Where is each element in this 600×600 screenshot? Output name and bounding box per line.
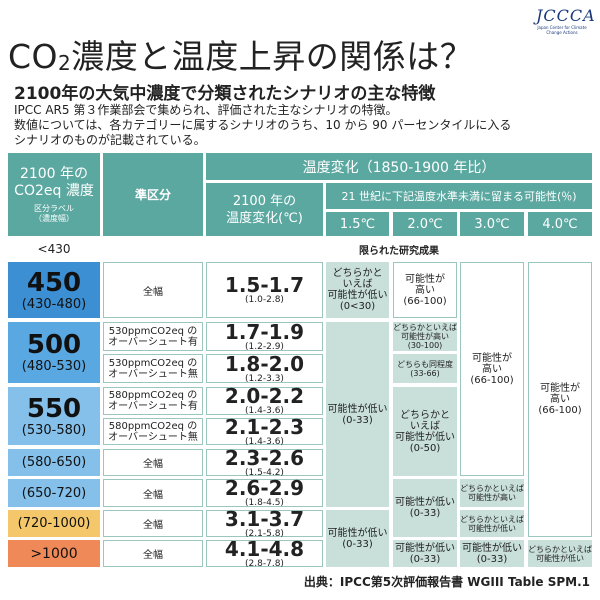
subcat-580-no-overshoot: 580ppmCO2eq のオーバーシュート無 xyxy=(103,418,203,445)
header-subcategory: 準区分 xyxy=(103,153,203,236)
prob-4-0-450-1000: 可能性が 高い (66-100) xyxy=(528,262,592,537)
temp-change-720: 3.1-3.7 (2.1-5.8) xyxy=(206,509,323,539)
temp-change-650: 2.6-2.9 (1.8-4.5) xyxy=(206,478,323,508)
category-500: 500 (480-530) xyxy=(8,322,100,383)
source-citation: 出典：IPCC第5次評価報告書 WGIII Table SPM.1 xyxy=(303,575,590,589)
subcat-650-720: 全幅 xyxy=(103,479,203,507)
temp-change-1000: 4.1-4.8 (2.8-7.8) xyxy=(206,539,323,569)
prob-1-5-450: どちらかと いえば 可能性が低い (0<30) xyxy=(326,262,389,318)
jccca-logo: JCCCA Japan Center for Climate Change Ac… xyxy=(536,6,596,35)
prob-2-0-550-580: どちらかと いえば 可能性が低い (0-50) xyxy=(393,387,457,476)
subcat-530-no-overshoot: 530ppmCO2eq のオーバーシュート無 xyxy=(103,354,203,383)
prob-3-0-650-720: どちらかといえば 可能性が高い xyxy=(460,479,524,507)
category-650: (650-720) xyxy=(8,479,100,507)
prob-3-0-720-1000: どちらかといえば 可能性が低い xyxy=(460,510,524,537)
subcat-720-1000: 全幅 xyxy=(103,510,203,537)
header-3-0: 3.0℃ xyxy=(460,212,524,236)
prob-2-0-650-720: 可能性が低い (0-33) xyxy=(393,479,457,537)
subcat-580-overshoot: 580ppmCO2eq のオーバーシュート有 xyxy=(103,387,203,415)
prob-3-0-1000: 可能性が低い (0-33) xyxy=(460,540,524,567)
category-580: (580-650) xyxy=(8,449,100,476)
category-1000: >1000 xyxy=(8,540,100,567)
temp-change-580: 2.3-2.6 (1.5-4.2) xyxy=(206,448,323,478)
prob-2-0-500b: どちらも同程度 (33-66) xyxy=(393,354,457,383)
header-2-0: 2.0℃ xyxy=(393,212,457,236)
header-4-0: 4.0℃ xyxy=(528,212,592,236)
category-550: 550 (530-580) xyxy=(8,387,100,445)
header-1-5: 1.5℃ xyxy=(326,212,389,236)
prob-1-5-500-650: 可能性が低い (0-33) xyxy=(326,322,389,507)
subcat-530-overshoot: 530ppmCO2eq のオーバーシュート有 xyxy=(103,322,203,351)
subcat-1000: 全幅 xyxy=(103,540,203,567)
prob-2-0-450: 可能性が 高い (66-100) xyxy=(393,262,457,318)
temp-change-500b: 1.8-2.0 (1.2-3.3) xyxy=(206,354,323,384)
header-probability: 21 世紀に下記温度水準未満に留まる可能性(％) xyxy=(326,183,592,209)
category-450: 450 (430-480) xyxy=(8,262,100,318)
temp-change-550a: 2.0-2.2 (1.4-3.6) xyxy=(206,386,323,416)
prob-2-0-1000: 可能性が低い (0-33) xyxy=(393,540,457,567)
subcat-580-650: 全幅 xyxy=(103,449,203,476)
category-720: (720-1000) xyxy=(8,510,100,537)
temp-change-550b: 2.1-2.3 (1.4-3.6) xyxy=(206,417,323,447)
temp-change-450: 1.5-1.7 (1.0-2.8) xyxy=(206,262,323,318)
temp-change-500a: 1.7-1.9 (1.2-2.9) xyxy=(206,322,323,352)
prob-3-0-450-650: 可能性が 高い (66-100) xyxy=(460,262,524,476)
header-concentration: 2100 年の CO2eq 濃度 区分ラベル （濃度幅） xyxy=(8,153,100,236)
header-2100-change: 2100 年の 温度変化(℃) xyxy=(206,183,323,236)
subtitle: 2100年の大気中濃度で分類されたシナリオの主な特徴 xyxy=(14,84,436,104)
subcat-450: 全幅 xyxy=(103,262,203,318)
prob-4-0-1000: どちらかといえば 可能性が低い xyxy=(528,540,592,567)
page-title: CO2濃度と温度上昇の関係は？ xyxy=(8,37,474,76)
row-430-text: 限られた研究成果 xyxy=(359,245,439,257)
prob-2-0-500a: どちらかといえば 可能性が高い (30-100) xyxy=(393,322,457,351)
description: IPCC AR5 第３作業部会で集められ、評価された主なシナリオの特徴。 数値に… xyxy=(14,103,512,147)
row-430-label: <430 xyxy=(37,242,71,256)
prob-1-5-720-1000: 可能性が低い (0-33) xyxy=(326,510,389,567)
header-temperature-change: 温度変化（1850-1900 年比） xyxy=(206,153,592,180)
